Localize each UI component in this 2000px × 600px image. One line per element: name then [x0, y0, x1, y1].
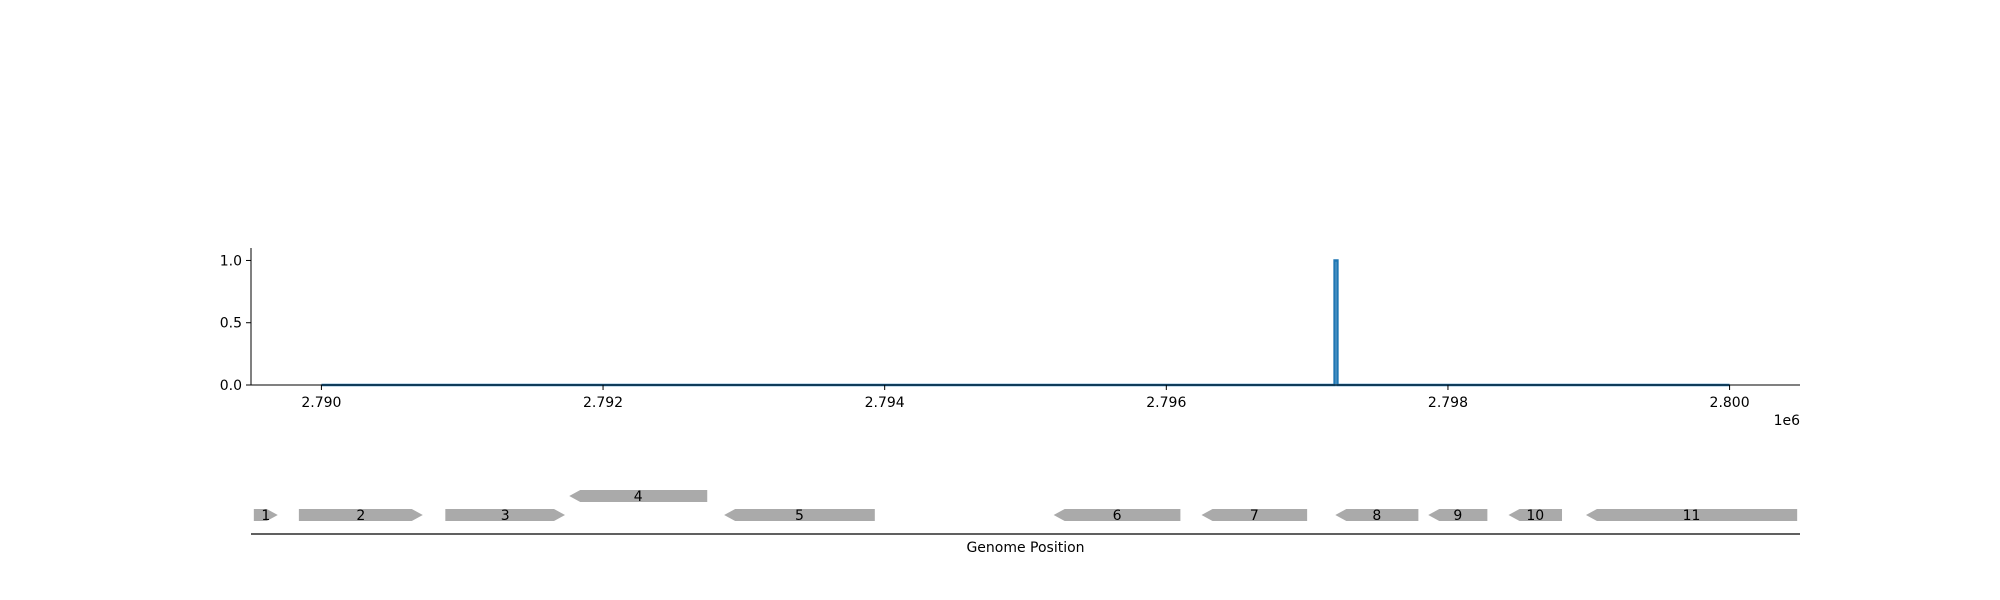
coverage-plot: 2.790 2.792 2.794 2.796 2.798 2.800 0.0 0.5 1.0… [220, 248, 1800, 429]
gene-label-9: 9 [1453, 508, 1462, 524]
x-tick-label: 2.798 [1428, 395, 1468, 411]
coverage-series-group [321, 259, 1730, 387]
coverage-line-0 [321, 259, 1730, 387]
gene-arrow-10 [1508, 509, 1563, 521]
gene-arrow-8 [1335, 509, 1419, 521]
gene-label-10: 10 [1526, 508, 1544, 524]
x-tick-label: 2.790 [301, 395, 341, 411]
y-tick-label: 0.5 [220, 316, 242, 332]
gene-arrow-4 [569, 490, 708, 502]
gene-arrow-11 [1585, 509, 1798, 521]
x-axis-ticks: 2.790 2.792 2.794 2.796 2.798 2.800 [301, 385, 1750, 411]
gene-arrow-7 [1201, 509, 1308, 521]
y-axis-ticks: 0.0 0.5 1.0 [220, 253, 251, 394]
gene-arrow-1 [253, 509, 278, 521]
gene-label-7: 7 [1250, 508, 1259, 524]
x-axis-offset-label: 1e6 [1774, 413, 1801, 429]
x-tick-label: 2.796 [1146, 395, 1186, 411]
gene-track: 1 2 3 4 5 6 7 8 9 10 11 Genome Position [251, 489, 1800, 556]
gene-arrow-5 [724, 509, 875, 521]
gene-arrow-6 [1053, 509, 1181, 521]
x-tick-label: 2.800 [1710, 395, 1750, 411]
x-tick-label: 2.794 [865, 395, 905, 411]
y-tick-label: 1.0 [220, 253, 242, 269]
gene-arrow-2 [298, 509, 423, 521]
x-tick-label: 2.792 [583, 395, 623, 411]
gene-label-2: 2 [356, 508, 365, 524]
gene-label-5: 5 [795, 508, 804, 524]
y-tick-label: 0.0 [220, 378, 242, 394]
gene-features: 1 2 3 4 5 6 7 8 9 10 11 [253, 489, 1798, 524]
gene-arrow-3 [445, 509, 566, 521]
gene-track-xlabel: Genome Position [966, 540, 1084, 556]
gene-label-6: 6 [1113, 508, 1122, 524]
gene-arrow-9 [1428, 509, 1488, 521]
gene-label-3: 3 [501, 508, 510, 524]
gene-label-1: 1 [261, 508, 270, 524]
gene-label-11: 11 [1683, 508, 1701, 524]
gene-label-4: 4 [634, 489, 643, 505]
gene-label-8: 8 [1372, 508, 1381, 524]
